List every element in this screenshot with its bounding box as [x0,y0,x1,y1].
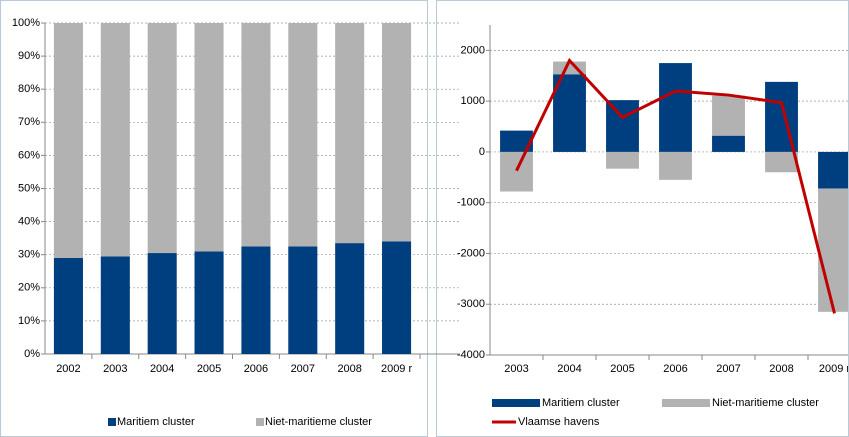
x-tick-label: 2002 [56,363,80,375]
bar [288,23,318,247]
y-tick-label: 0 [479,146,485,158]
bar [606,100,639,152]
x-tick-label: 2004 [150,363,174,375]
y-tick-label: -1000 [457,197,485,209]
bar [500,151,533,192]
bar [241,246,271,354]
line-series [515,57,836,314]
x-tick-label: 2003 [103,363,127,375]
legend-label: Niet-maritieme cluster [265,416,372,428]
bar [382,23,412,242]
legend-swatch [256,418,264,426]
bar [382,241,412,354]
y-tick-label: 40% [18,216,40,228]
bar [147,253,177,354]
bar [288,246,318,354]
bar [553,74,586,152]
bar [712,95,745,136]
y-tick-label: 0% [24,348,40,360]
x-tick-label: 2007 [716,363,740,375]
bar [659,63,692,152]
bar [765,151,798,173]
bar [335,243,365,354]
bar [194,23,224,252]
legend-label: Vlaamse havens [518,416,600,428]
bar [147,23,177,254]
x-tick-label: 2008 [769,363,793,375]
legend-swatch [492,399,540,407]
bar [500,130,533,152]
x-tick-label: 2004 [557,363,581,375]
x-tick-label: 2003 [504,363,528,375]
y-tick-label: 80% [18,83,40,95]
legend-label: Maritiem cluster [542,397,620,409]
legend-label: Niet-maritieme cluster [712,397,819,409]
y-tick-label: -2000 [457,247,485,259]
y-tick-label: 50% [18,182,40,194]
y-tick-label: 2000 [461,44,485,56]
bar [194,251,224,354]
legend-swatch [662,399,710,407]
legend-label: Maritiem cluster [117,416,195,428]
y-tick-label: 60% [18,149,40,161]
y-tick-label: 10% [18,315,40,327]
y-tick-label: 90% [18,50,40,62]
y-tick-label: 1000 [461,95,485,107]
x-tick-label: 2005 [197,363,221,375]
y-tick-label: 70% [18,116,40,128]
right-chart: -4000 -3000 -2000 -1000 0 1000 2000 2003 2004 200… [457,25,849,428]
bar [712,135,745,152]
bar [53,23,83,259]
legend-swatch [108,418,116,426]
y-tick-label: 20% [18,282,40,294]
bar [659,151,692,180]
bar [241,23,271,247]
bar [100,23,130,257]
x-tick-label: 2006 [244,363,268,375]
bar [765,81,798,152]
y-tick-label: 100% [12,17,40,29]
y-tick-label: 30% [18,249,40,261]
bar [100,256,130,354]
bar [606,151,639,169]
right-panel [436,0,849,437]
y-tick-label: -3000 [457,298,485,310]
bar [818,151,848,189]
x-tick-label: 2009 r [819,363,849,375]
left-chart: 0% 10% 20% 30% 40% 50% 60% 70% 80% 90% 100% 2002 200… [12,17,460,428]
x-tick-label: 2008 [337,363,361,375]
x-tick-label: 2007 [291,363,315,375]
x-tick-label: 2006 [663,363,687,375]
bar [335,23,365,244]
bar [53,258,83,354]
x-tick-label: 2005 [610,363,634,375]
x-tick-label: 2009 r [381,363,413,375]
bar [818,188,848,312]
y-tick-label: -4000 [457,349,485,361]
